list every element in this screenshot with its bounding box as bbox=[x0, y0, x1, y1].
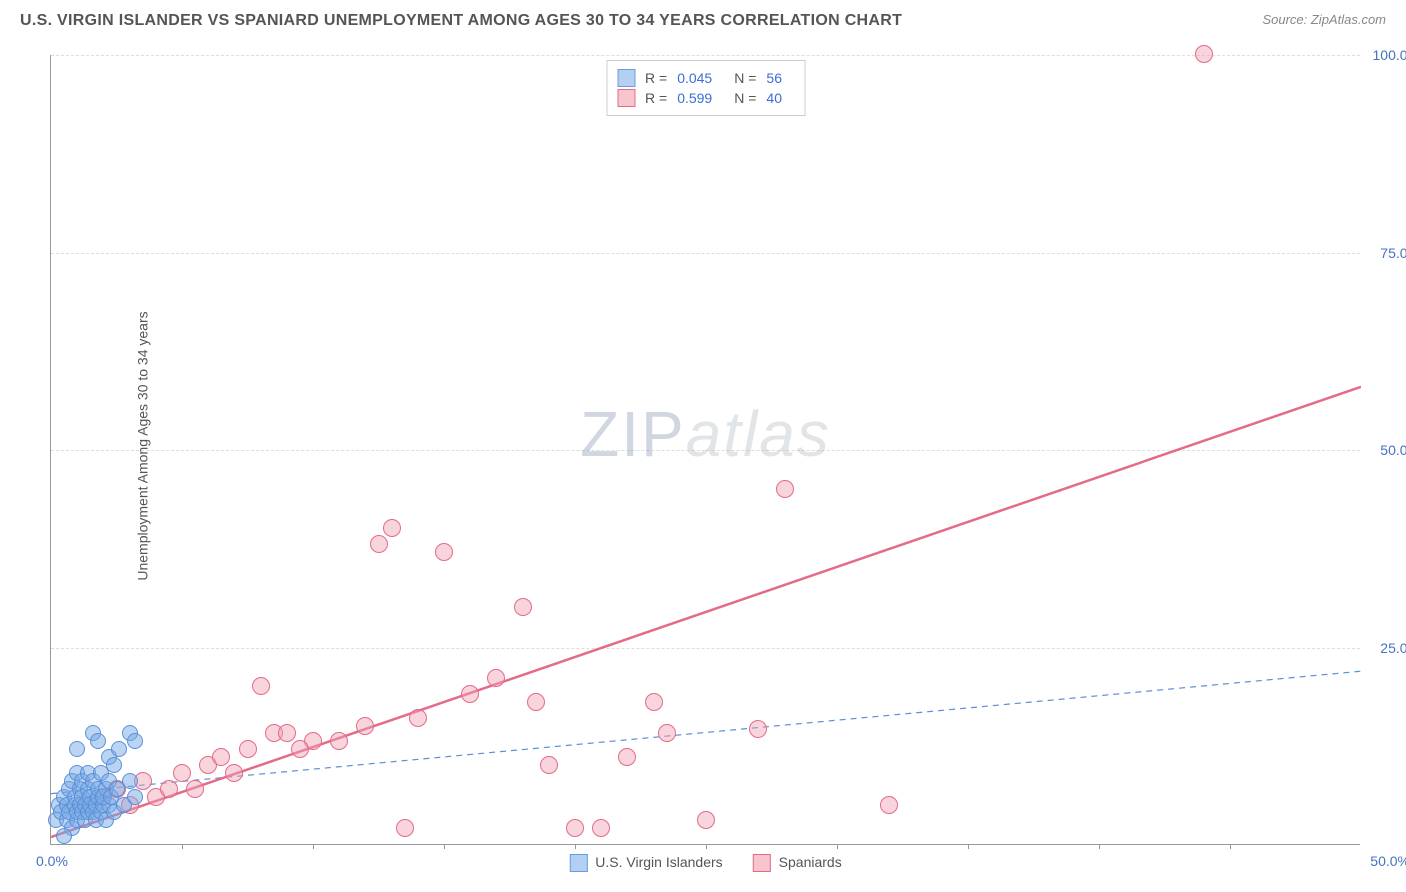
legend-r-label: R = bbox=[645, 90, 667, 106]
x-axis-tick-max: 50.0% bbox=[1370, 853, 1406, 869]
legend-item: Spaniards bbox=[753, 854, 842, 872]
blue-scatter-point bbox=[111, 741, 127, 757]
y-axis-tick-label: 75.0% bbox=[1365, 245, 1406, 261]
pink-scatter-point bbox=[173, 764, 191, 782]
blue-trendline bbox=[51, 671, 1361, 793]
pink-scatter-point bbox=[435, 543, 453, 561]
pink-scatter-point bbox=[1195, 45, 1213, 63]
pink-scatter-point bbox=[592, 819, 610, 837]
legend-swatch bbox=[569, 854, 587, 872]
legend-swatch bbox=[617, 89, 635, 107]
blue-scatter-point bbox=[69, 741, 85, 757]
pink-scatter-point bbox=[370, 535, 388, 553]
blue-scatter-point bbox=[106, 757, 122, 773]
pink-scatter-point bbox=[527, 693, 545, 711]
pink-scatter-point bbox=[487, 669, 505, 687]
pink-scatter-point bbox=[186, 780, 204, 798]
blue-scatter-point bbox=[56, 828, 72, 844]
legend-n-label: N = bbox=[734, 90, 756, 106]
pink-scatter-point bbox=[776, 480, 794, 498]
legend-row: R = 0.599 N = 40 bbox=[617, 89, 794, 107]
blue-scatter-point bbox=[122, 773, 138, 789]
pink-scatter-point bbox=[566, 819, 584, 837]
legend-label: U.S. Virgin Islanders bbox=[595, 854, 722, 870]
pink-scatter-point bbox=[225, 764, 243, 782]
y-axis-tick-label: 25.0% bbox=[1365, 640, 1406, 656]
y-axis-tick-label: 50.0% bbox=[1365, 442, 1406, 458]
pink-scatter-point bbox=[409, 709, 427, 727]
pink-scatter-point bbox=[396, 819, 414, 837]
source-attribution: Source: ZipAtlas.com bbox=[1262, 12, 1386, 27]
chart-title: U.S. VIRGIN ISLANDER VS SPANIARD UNEMPLO… bbox=[20, 12, 902, 30]
series-legend: U.S. Virgin Islanders Spaniards bbox=[569, 854, 841, 872]
pink-scatter-point bbox=[697, 811, 715, 829]
blue-scatter-point bbox=[127, 733, 143, 749]
blue-scatter-point bbox=[127, 789, 143, 805]
x-axis-tick-zero: 0.0% bbox=[36, 853, 68, 869]
pink-scatter-point bbox=[383, 519, 401, 537]
pink-scatter-point bbox=[645, 693, 663, 711]
pink-trendline bbox=[51, 387, 1361, 837]
legend-n-label: N = bbox=[734, 70, 756, 86]
pink-scatter-point bbox=[239, 740, 257, 758]
y-axis-tick-label: 100.0% bbox=[1365, 47, 1406, 63]
legend-swatch bbox=[617, 69, 635, 87]
pink-scatter-point bbox=[880, 796, 898, 814]
pink-scatter-point bbox=[658, 724, 676, 742]
legend-n-value: 40 bbox=[766, 90, 782, 106]
legend-r-value: 0.045 bbox=[677, 70, 712, 86]
pink-scatter-point bbox=[540, 756, 558, 774]
pink-scatter-point bbox=[160, 780, 178, 798]
pink-scatter-point bbox=[514, 598, 532, 616]
pink-scatter-point bbox=[461, 685, 479, 703]
pink-scatter-point bbox=[212, 748, 230, 766]
pink-scatter-point bbox=[278, 724, 296, 742]
legend-r-label: R = bbox=[645, 70, 667, 86]
correlation-legend: R = 0.045 N = 56 R = 0.599 N = 40 bbox=[606, 60, 805, 116]
pink-scatter-point bbox=[291, 740, 309, 758]
legend-n-value: 56 bbox=[766, 70, 782, 86]
legend-r-value: 0.599 bbox=[677, 90, 712, 106]
pink-scatter-point bbox=[618, 748, 636, 766]
legend-row: R = 0.045 N = 56 bbox=[617, 69, 794, 87]
legend-swatch bbox=[753, 854, 771, 872]
legend-label: Spaniards bbox=[779, 854, 842, 870]
trendlines-layer bbox=[51, 55, 1361, 845]
pink-scatter-point bbox=[749, 720, 767, 738]
pink-scatter-point bbox=[356, 717, 374, 735]
blue-scatter-point bbox=[90, 733, 106, 749]
legend-item: U.S. Virgin Islanders bbox=[569, 854, 722, 872]
pink-scatter-point bbox=[330, 732, 348, 750]
plot-area: ZIPatlas R =0.045N =56R =0.599N =40 0.0%… bbox=[50, 55, 1360, 845]
pink-scatter-point bbox=[252, 677, 270, 695]
